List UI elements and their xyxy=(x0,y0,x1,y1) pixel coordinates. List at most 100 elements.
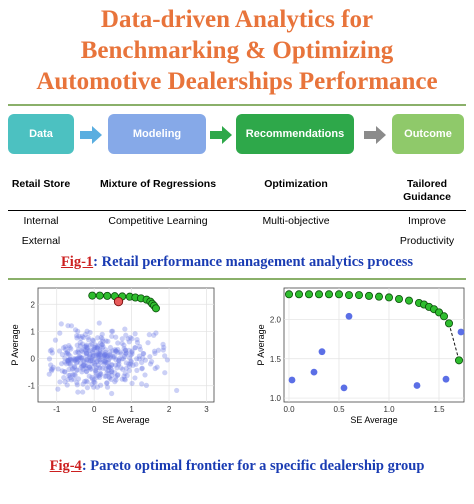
cloud-point xyxy=(62,359,68,365)
y-axis-label: P Average xyxy=(256,324,266,365)
cloud-point xyxy=(74,356,80,362)
y-tick-label: 2.0 xyxy=(270,315,282,324)
cloud-point xyxy=(66,357,72,363)
cloud-point xyxy=(93,365,99,371)
frontier-point xyxy=(103,291,112,300)
cloud-point xyxy=(62,369,68,375)
cloud-point xyxy=(126,363,132,369)
cloud-point xyxy=(67,361,73,367)
cloud-point xyxy=(113,374,119,380)
cloud-point xyxy=(128,358,134,364)
x-tick-label: 0.0 xyxy=(283,405,295,414)
cloud-point xyxy=(89,357,95,364)
frontier-point xyxy=(325,290,334,299)
cloud-point xyxy=(94,384,100,390)
other-point xyxy=(457,328,465,336)
cloud-point xyxy=(101,361,107,367)
cloud-point xyxy=(71,376,77,382)
cloud-point xyxy=(122,347,128,353)
other-point xyxy=(318,348,326,356)
cloud-point xyxy=(64,357,71,364)
frontier-point xyxy=(384,293,393,302)
cloud-point xyxy=(105,338,111,344)
cloud-point xyxy=(161,344,167,350)
cloud-point xyxy=(99,331,105,337)
cloud-point xyxy=(92,362,98,369)
cloud-point xyxy=(80,389,86,395)
cloud-point xyxy=(112,379,118,385)
cloud-point xyxy=(90,353,96,359)
cloud-point xyxy=(56,348,63,354)
cloud-point xyxy=(98,382,104,388)
cloud-point xyxy=(69,366,75,373)
cloud-point xyxy=(119,376,125,382)
y-tick-label: 1 xyxy=(31,327,36,336)
cloud-point xyxy=(109,390,115,397)
cloud-point xyxy=(94,344,100,350)
cloud-point xyxy=(109,369,115,375)
other-point xyxy=(345,312,353,320)
cloud-point xyxy=(87,364,93,370)
cloud-point xyxy=(72,357,78,363)
cloud-point xyxy=(127,334,133,341)
cloud-point xyxy=(89,381,95,387)
cloud-point xyxy=(71,364,77,370)
cloud-point xyxy=(98,334,104,341)
cloud-point xyxy=(95,343,101,349)
cloud-point xyxy=(95,350,101,356)
cloud-point xyxy=(129,351,135,357)
cloud-point xyxy=(94,351,100,357)
cloud-point xyxy=(129,380,135,386)
cloud-point xyxy=(72,372,78,378)
cloud-point xyxy=(89,341,95,347)
cloud-point xyxy=(83,357,90,364)
cloud-point xyxy=(65,360,72,366)
cloud-point xyxy=(82,331,89,338)
cloud-point xyxy=(116,360,122,367)
cloud-point xyxy=(104,354,110,360)
cloud-point xyxy=(91,379,97,385)
cloud-point xyxy=(76,353,83,360)
other-point xyxy=(340,384,348,392)
cloud-point xyxy=(112,348,119,355)
cloud-point xyxy=(83,365,89,372)
cloud-point xyxy=(164,357,170,363)
cloud-point xyxy=(119,356,125,362)
cloud-point xyxy=(75,357,82,363)
cloud-point xyxy=(70,356,77,362)
divider-table xyxy=(8,210,466,211)
cloud-point xyxy=(147,354,153,360)
cloud-point xyxy=(107,352,113,358)
cloud-point xyxy=(98,371,104,377)
cloud-point xyxy=(88,366,94,372)
cloud-point xyxy=(65,358,71,364)
cloud-point xyxy=(84,385,91,391)
cloud-point xyxy=(58,321,64,327)
cloud-point xyxy=(116,356,122,362)
cloud-point xyxy=(111,353,118,359)
cloud-point xyxy=(103,366,109,372)
data-box-label: Data xyxy=(29,128,53,140)
frontier-point xyxy=(305,290,314,299)
cloud-point xyxy=(97,372,103,378)
cloud-point xyxy=(74,367,80,373)
frontier-point xyxy=(285,290,294,299)
cloud-point xyxy=(91,356,97,362)
cloud-point xyxy=(75,347,82,353)
sub-external: External xyxy=(21,235,61,247)
cloud-point xyxy=(67,372,73,378)
divider-mid xyxy=(8,278,466,280)
x-tick-label: 3 xyxy=(204,405,209,414)
cloud-point xyxy=(74,380,80,386)
cloud-point xyxy=(81,358,87,365)
cloud-point xyxy=(48,362,54,368)
cloud-point xyxy=(160,347,166,353)
cloud-point xyxy=(105,353,111,359)
cloud-point xyxy=(139,381,145,387)
cloud-point xyxy=(94,358,100,364)
cloud-point xyxy=(122,370,128,377)
cloud-point xyxy=(106,370,112,376)
title-line-2: Benchmarking & Optimizing xyxy=(80,37,394,64)
cloud-point xyxy=(119,336,125,342)
cloud-point xyxy=(79,363,85,369)
